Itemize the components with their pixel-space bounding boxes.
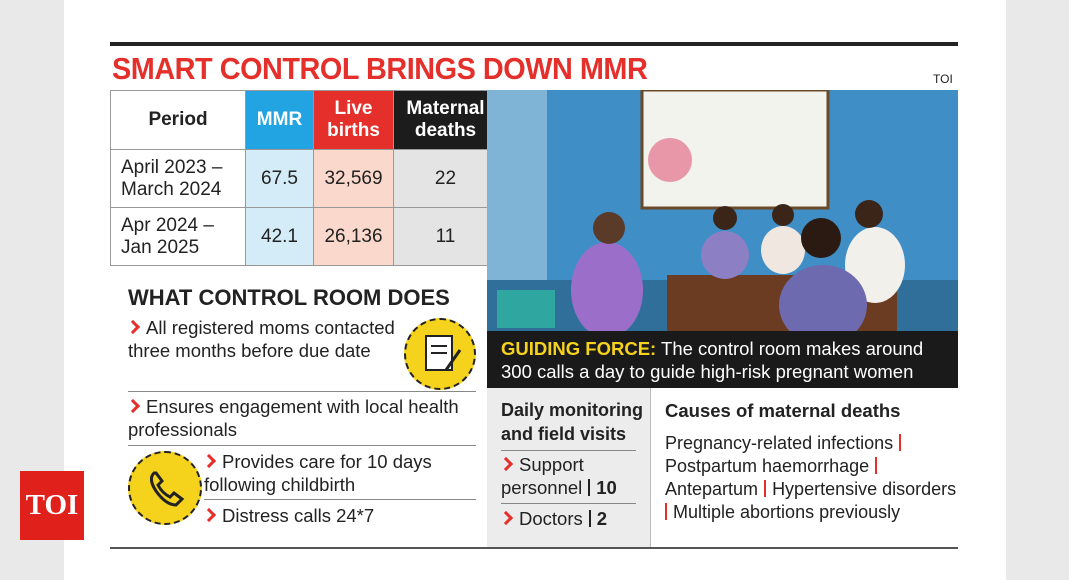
row: April 2023 – March 2024 67.5 32,569 22 xyxy=(110,149,498,208)
bullet xyxy=(201,507,217,523)
divider xyxy=(501,450,636,451)
divider xyxy=(128,391,476,392)
cell: April 2023 – March 2024 xyxy=(110,149,246,208)
item-label: Doctors xyxy=(519,508,583,529)
bullet xyxy=(125,319,141,335)
bullet xyxy=(125,398,141,414)
separator xyxy=(764,480,767,497)
causes-box xyxy=(650,388,959,548)
monitoring-item: Doctors 2 xyxy=(498,507,608,530)
cause: Pregnancy-related infections xyxy=(665,433,894,453)
causes-list: Pregnancy-related infections Postpartum … xyxy=(665,432,960,524)
item-text: Ensures engagement with local health pro… xyxy=(128,396,459,440)
cell: 26,136 xyxy=(313,207,394,266)
bullet xyxy=(498,456,514,472)
header-row: Period MMR Live births Maternal deaths xyxy=(110,90,498,150)
photo xyxy=(487,90,958,331)
divider xyxy=(204,499,476,500)
caption-label: GUIDING FORCE: xyxy=(501,338,657,359)
header-cell: Live births xyxy=(313,90,394,150)
causes-title: Causes of maternal deaths xyxy=(665,400,901,421)
cause: Multiple abortions previously xyxy=(673,502,901,522)
bullet xyxy=(201,453,217,469)
separator xyxy=(899,434,902,451)
section-title: WHAT CONTROL ROOM DOES xyxy=(128,285,450,310)
cell: 42.1 xyxy=(245,207,314,266)
list-item: All registered moms contacted three mont… xyxy=(125,316,403,362)
bullet xyxy=(498,510,514,526)
top-rule xyxy=(110,42,958,46)
mmr-table: Period MMR Live births Maternal deaths A… xyxy=(110,90,498,266)
separator xyxy=(588,479,591,496)
item-text: All registered moms contacted three mont… xyxy=(128,317,395,361)
list-item: Distress calls 24*7 xyxy=(201,504,375,527)
logo: TOI xyxy=(20,471,84,540)
cell: 22 xyxy=(393,149,498,208)
divider xyxy=(501,503,636,504)
cell: 67.5 xyxy=(245,149,314,208)
form-icon xyxy=(404,318,476,390)
header-cell: Maternal deaths xyxy=(393,90,498,150)
bottom-rule xyxy=(110,547,958,549)
item-text: Distress calls 24*7 xyxy=(222,505,375,526)
form-glyph xyxy=(425,335,462,371)
cell: 11 xyxy=(393,207,498,266)
separator xyxy=(875,457,878,474)
row: Apr 2024 – Jan 2025 42.1 26,136 11 xyxy=(110,207,498,266)
phone-glyph xyxy=(149,471,185,507)
cause: Hypertensive disorders xyxy=(772,479,957,499)
divider xyxy=(128,445,476,446)
cause: Postpartum haemorrhage xyxy=(665,456,870,476)
list-item: Ensures engagement with local health pro… xyxy=(125,395,468,441)
header-cell: MMR xyxy=(245,90,314,150)
list-item: Provides care for 10 days following chil… xyxy=(201,450,464,496)
phone-icon xyxy=(128,451,202,525)
photo-caption: GUIDING FORCE: The control room makes ar… xyxy=(487,331,958,388)
monitoring-title: Daily monitoring and field visits xyxy=(501,400,644,444)
item-label: Support personnel xyxy=(501,454,584,498)
cause: Antepartum xyxy=(665,479,759,499)
monitoring-item: Support personnel 10 xyxy=(498,453,641,499)
caption-text: The control room makes around 300 calls … xyxy=(501,338,924,382)
source: TOI xyxy=(933,72,953,86)
separator xyxy=(588,510,591,527)
item-count: 2 xyxy=(596,508,608,529)
item-count: 10 xyxy=(596,477,617,498)
title: SMART CONTROL BRINGS DOWN MMR xyxy=(112,51,648,86)
header-cell: Period xyxy=(110,90,246,150)
item-text: Provides care for 10 days following chil… xyxy=(204,451,432,495)
monitoring-box xyxy=(487,388,650,548)
cell: 32,569 xyxy=(313,149,394,208)
cell: Apr 2024 – Jan 2025 xyxy=(110,207,246,266)
separator xyxy=(665,503,667,520)
